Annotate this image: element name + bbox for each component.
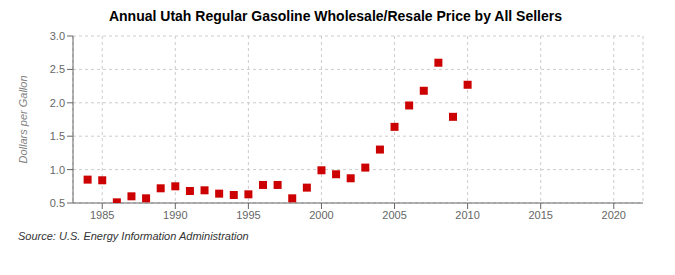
svg-text:2.0: 2.0 <box>50 97 65 109</box>
svg-text:0.5: 0.5 <box>50 197 65 209</box>
svg-text:1990: 1990 <box>163 209 187 221</box>
svg-text:1.5: 1.5 <box>50 130 65 142</box>
svg-text:1.0: 1.0 <box>50 164 65 176</box>
html-text:Source: U.S. Energy Informatio: Source: U.S. Energy Information Administ… <box>18 230 249 242</box>
svg-text:3.0: 3.0 <box>50 30 65 42</box>
svg-text:Dollars per Gallon: Dollars per Gallon <box>17 75 29 163</box>
svg-text:2020: 2020 <box>602 209 626 221</box>
svg-text:1995: 1995 <box>236 209 260 221</box>
svg-text:2000: 2000 <box>309 209 333 221</box>
svg-text:2015: 2015 <box>528 209 552 221</box>
html-text:Annual Utah Regular Gasoline W: Annual Utah Regular Gasoline Wholesale/R… <box>109 8 562 24</box>
svg-text:2.5: 2.5 <box>50 63 65 75</box>
svg-text:1985: 1985 <box>90 209 114 221</box>
svg-text:2005: 2005 <box>382 209 406 221</box>
svg-text:2010: 2010 <box>455 209 479 221</box>
